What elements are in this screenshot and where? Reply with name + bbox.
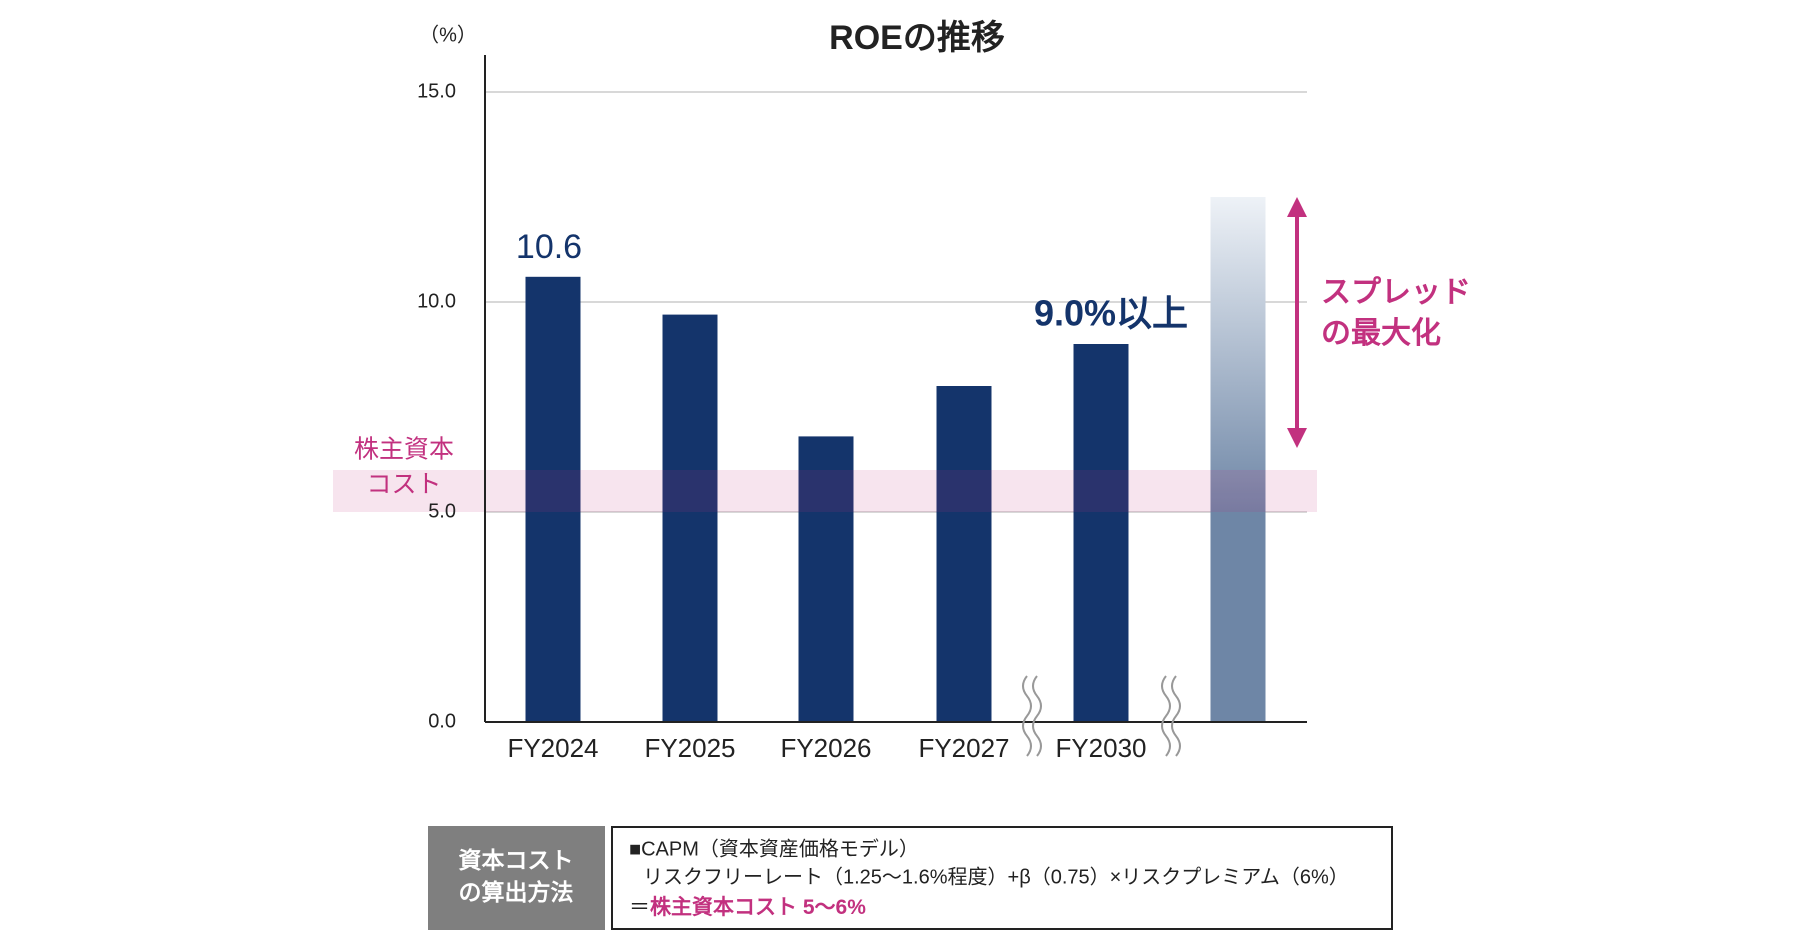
method-result: ＝株主資本コスト 5〜6% [629, 895, 866, 919]
x-tick-label: FY2024 [507, 733, 598, 763]
bar [662, 314, 718, 722]
method-result-text: 株主資本コスト 5〜6% [650, 895, 866, 919]
method-label: の算出方法 [459, 879, 574, 905]
method-line: リスクフリーレート（1.25〜1.6%程度）+β（0.75）×リスクプレミアム（… [643, 865, 1349, 888]
method-box [611, 826, 1393, 930]
y-tick-label: 15.0 [417, 80, 456, 102]
y-tick-label: 10.0 [417, 290, 456, 312]
x-tick-label: FY2027 [918, 733, 1009, 763]
y-unit: （%） [419, 23, 477, 46]
y-tick-label: 0.0 [428, 710, 456, 732]
bar [1210, 197, 1266, 722]
cost-band [333, 470, 1317, 512]
band-label: コスト [366, 471, 441, 499]
x-tick-label: FY2030 [1055, 733, 1146, 763]
method-label-box [428, 826, 605, 930]
bar [525, 276, 581, 722]
value-label: 9.0%以上 [1034, 293, 1188, 334]
method-label: 資本コスト [459, 847, 574, 873]
spread-label: の最大化 [1321, 317, 1441, 350]
bar [1073, 344, 1129, 722]
axis-break [1022, 675, 1181, 757]
x-tick-label: FY2026 [780, 733, 871, 763]
spread-arrow [1287, 197, 1307, 448]
spread-label: スプレッド [1321, 276, 1471, 309]
bar [936, 386, 992, 722]
band-label: 株主資本 [354, 436, 454, 464]
chart-title: ROEの推移 [829, 19, 1005, 57]
method-result-prefix: ＝ [629, 896, 650, 919]
bar [798, 436, 854, 722]
y-tick-label: 5.0 [428, 500, 456, 522]
x-tick-label: FY2025 [644, 733, 735, 763]
method-line: ■CAPM（資本資産価格モデル） [629, 837, 919, 860]
value-label: 10.6 [516, 228, 582, 266]
